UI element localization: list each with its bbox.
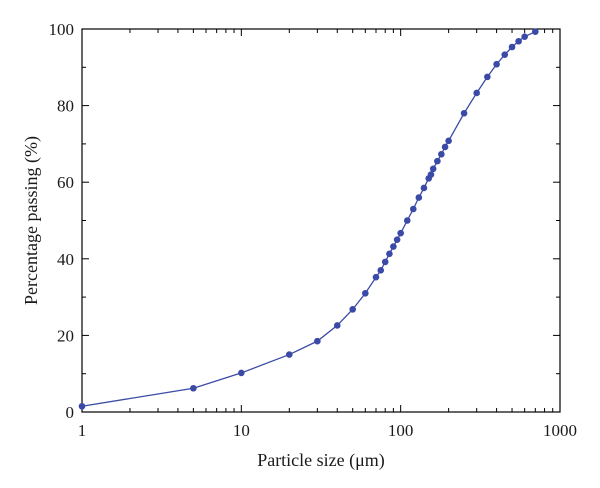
data-point xyxy=(397,229,404,237)
data-point xyxy=(403,217,411,224)
data-point xyxy=(349,306,357,313)
data-point xyxy=(460,109,468,117)
y-tick-label: 40 xyxy=(57,250,74,269)
x-tick-label: 1 xyxy=(78,421,87,440)
y-axis-label: Percentage passing (%) xyxy=(21,136,42,305)
data-point xyxy=(427,171,435,178)
data-point xyxy=(473,89,480,97)
y-tick-label: 60 xyxy=(57,173,74,192)
y-tick-label: 80 xyxy=(57,97,74,116)
data-point xyxy=(493,60,500,68)
data-point xyxy=(190,384,197,392)
ticks: 1 10 100 1000 0 20 40 60 80 100 xyxy=(49,20,578,440)
x-tick-label: 1000 xyxy=(543,421,577,440)
data-point xyxy=(441,143,449,151)
data-point xyxy=(386,250,393,258)
data-point xyxy=(501,51,509,58)
data-point xyxy=(434,157,441,165)
data-point xyxy=(362,289,369,297)
data-point xyxy=(393,236,401,243)
plot-frame xyxy=(81,28,561,413)
data-point xyxy=(314,337,321,345)
axes xyxy=(81,28,561,413)
data-point xyxy=(484,73,491,81)
data-point xyxy=(515,37,522,45)
x-axis-label: Particle size (μm) xyxy=(257,450,385,471)
data-point xyxy=(409,205,417,213)
data-point xyxy=(445,137,452,145)
data-point xyxy=(285,351,293,358)
data-point xyxy=(78,402,86,410)
data-point xyxy=(381,258,389,266)
data-point xyxy=(377,266,385,274)
data-point xyxy=(390,243,397,250)
data-point xyxy=(429,165,437,173)
data-point xyxy=(438,150,445,158)
y-tick-label: 100 xyxy=(49,20,75,39)
data-point xyxy=(415,194,423,201)
x-tick-label: 10 xyxy=(233,421,250,440)
data-point xyxy=(238,369,245,377)
data-point xyxy=(333,322,341,329)
x-tick-label: 100 xyxy=(388,421,414,440)
y-tick-label: 20 xyxy=(57,326,74,345)
data-point xyxy=(521,33,528,40)
y-tick-label: 0 xyxy=(66,403,75,422)
data-point xyxy=(420,184,428,192)
series-line xyxy=(81,31,536,407)
data-point xyxy=(532,28,539,35)
series xyxy=(78,28,539,410)
data-point xyxy=(372,273,380,281)
data-point xyxy=(508,43,516,51)
